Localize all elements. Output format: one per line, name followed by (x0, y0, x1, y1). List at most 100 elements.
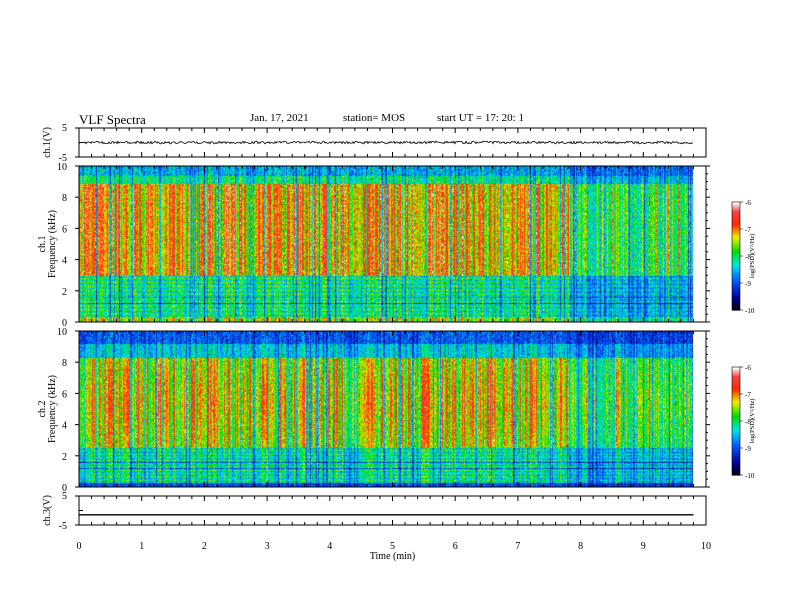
ch1-spectrogram-ytick-label: 2 (62, 287, 67, 298)
ch2-spectrogram-colorbar-segment (732, 401, 740, 404)
ch2-spectrogram-ylabel-channel: ch.2 (37, 401, 48, 418)
ch2-spectrogram-colorbar-segment (732, 448, 740, 451)
xaxis-tick-label: 8 (578, 541, 583, 552)
ch2-spectrogram-colorbar-tick-label: -7 (745, 391, 751, 399)
ch2-spectrogram-ytick-label: 6 (62, 389, 67, 400)
ch2-spectrogram-ytick-label: 4 (62, 421, 67, 432)
ch2-spectrogram-ytick-label: 0 (62, 483, 67, 494)
ch1-spectrogram-colorbar-segment (732, 265, 740, 268)
ch1-spectrogram-colorbar-segment (732, 306, 740, 309)
xaxis-tick-label: 10 (701, 541, 711, 552)
ch2-spectrogram-colorbar-segment (732, 419, 740, 422)
colorbars (731, 201, 743, 476)
ch2-spectrogram-colorbar-tick-label: -8 (745, 418, 751, 426)
ch1-spectrogram-colorbar-segment (732, 308, 740, 311)
ch2-spectrogram-colorbar-segment (732, 408, 740, 411)
spectrogram-images (79, 166, 706, 487)
figure-title: VLF Spectra (79, 112, 146, 127)
ch1-spectrogram-colorbar-segment (732, 250, 740, 253)
ch2-spectrogram-colorbar-segment (732, 431, 740, 435)
ch2-spectrogram-colorbar-segment (732, 413, 740, 417)
ch2-spectrogram-colorbar-segment (732, 403, 740, 406)
ch1-spectrogram-colorbar-segment (732, 247, 740, 250)
ch1-spectrogram-colorbar-segment (732, 288, 740, 291)
ch1-spectrogram-colorbar-segment (732, 239, 740, 243)
ch1-spectrogram-colorbar-segment (732, 270, 740, 273)
ch2-spectrogram-ylabel-frequency: Frequency (kHz) (47, 375, 58, 443)
ch3-ylabel: ch.3(V) (42, 495, 53, 526)
ch2-spectrogram-colorbar-segment (732, 370, 740, 373)
voltage-traces (78, 140, 694, 516)
ch2-spectrogram-colorbar-segment (732, 377, 740, 381)
ch2-spectrogram-colorbar-label: log(PSD)(V²/Hz) (749, 399, 756, 444)
ch1-spectrogram-colorbar-segment (732, 252, 740, 255)
ch2-spectrogram-colorbar-segment (732, 451, 740, 454)
ch2-spectrogram-colorbar-segment (732, 457, 740, 460)
xaxis-tick-label: 7 (515, 541, 520, 552)
ch1-spectrogram-ytick-label: 0 (62, 318, 67, 329)
ch1-spectrogram-ytick-label: 10 (57, 162, 67, 173)
ch1-spectrogram-colorbar-tick-label: -6 (745, 199, 751, 207)
ch2-spectrogram-colorbar-segment (732, 379, 740, 382)
ch2-spectrogram-colorbar-segment (732, 442, 740, 445)
ch2-spectrogram-colorbar-segment (732, 421, 740, 424)
ch1-spectrogram-ytick-label: 4 (62, 256, 67, 267)
ch2-spectrogram-colorbar-segment (732, 444, 740, 447)
ch2-spectrogram-colorbar-segment (732, 453, 740, 456)
ch2-spectrogram-colorbar-segment (732, 394, 740, 397)
ch2-spectrogram-colorbar-segment (732, 386, 740, 390)
ch1-spectrogram-colorbar-segment (732, 241, 740, 244)
ch2-spectrogram-colorbar-segment (732, 415, 740, 418)
ch1-spectrogram-ytick-label: 8 (62, 193, 67, 204)
ch1-spectrogram-colorbar-segment (732, 263, 740, 266)
ch1-spectrogram-colorbar-segment (732, 202, 740, 205)
ch1-spectrogram-colorbar-segment (732, 290, 740, 293)
ch2-spectrogram-colorbar-segment (732, 426, 740, 429)
ch1-spectrogram-colorbar-segment (732, 229, 740, 232)
ch1-ytick-label: -5 (59, 153, 67, 164)
ch2-spectrogram-colorbar-segment (732, 471, 740, 474)
ch1-spectrogram-colorbar-segment (732, 203, 740, 207)
ch1-spectrogram-colorbar-tick-label: -8 (745, 253, 751, 261)
ch1-spectrogram-colorbar-segment (732, 286, 740, 289)
xaxis-tick-label: 2 (202, 541, 207, 552)
ch2-spectrogram-colorbar-tick-label: -9 (745, 445, 751, 453)
ch1-trace (78, 140, 693, 145)
ch2-spectrogram-colorbar-segment (732, 404, 740, 408)
ch1-spectrogram-colorbar-segment (732, 205, 740, 208)
xaxis-label: Time (min) (370, 551, 415, 562)
ch1-spectrogram-colorbar-tick-label: -7 (745, 226, 751, 234)
xaxis-tick-label: 6 (453, 541, 458, 552)
ch1-spectrogram-colorbar-segment (732, 297, 740, 300)
ch2-spectrogram-colorbar-segment (732, 368, 740, 372)
ch1-spectrogram-colorbar-label: log(PSD)(V²/Hz) (749, 234, 756, 279)
ch2-spectrogram-colorbar-segment (732, 430, 740, 433)
ch2-spectrogram-colorbar-segment (732, 435, 740, 438)
start-time-label: start UT = 17: 20: 1 (437, 112, 524, 124)
ch1-spectrogram-colorbar-segment (732, 225, 740, 228)
ch1-spectrogram-colorbar-segment (732, 257, 740, 261)
ch1-spectrogram-colorbar-segment (732, 283, 740, 286)
ch1-spectrogram-colorbar-segment (732, 230, 740, 234)
ch2-spectrogram-colorbar-segment (732, 469, 740, 472)
xaxis-tick-label: 4 (327, 541, 332, 552)
ch1-spectrogram-colorbar-segment (732, 207, 740, 210)
ch1-spectrogram-colorbar-segment (732, 214, 740, 217)
ch1-spectrogram-colorbar-segment (732, 272, 740, 275)
ch1-spectrogram-colorbar-segment (732, 304, 740, 307)
ch2-spectrogram-colorbar-segment (732, 440, 740, 444)
ch2-spectrogram-colorbar-segment (732, 428, 740, 431)
ch2-spectrogram-colorbar-segment (732, 422, 740, 426)
ch2-spectrogram-colorbar-segment (732, 449, 740, 453)
ch2-spectrogram-ytick-label: 8 (62, 358, 67, 369)
ch2-spectrogram-colorbar-segment (732, 464, 740, 467)
ch2-spectrogram-colorbar-segment (732, 467, 740, 471)
ch2-spectrogram-colorbar-segment (732, 390, 740, 393)
ch1-spectrogram-colorbar-segment (732, 274, 740, 277)
ch1-spectrogram-colorbar-segment (732, 236, 740, 239)
ch2-spectrogram-colorbar-segment (732, 395, 740, 399)
ch2-spectrogram-colorbar-segment (732, 406, 740, 409)
ch2-spectrogram-colorbar-segment (732, 473, 740, 476)
ch1-spectrogram-colorbar-segment (732, 281, 740, 284)
